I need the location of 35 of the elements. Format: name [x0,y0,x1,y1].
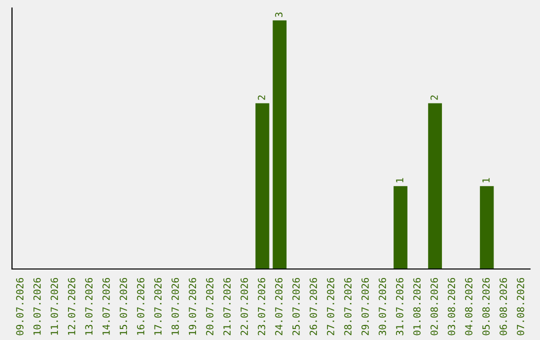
x-tick-label: 09.07.2026 [16,278,24,336]
x-tick-label: 18.07.2026 [172,278,179,335]
x-tick-label: 31.07.2026 [396,278,404,336]
x-tick-label: 02.08.2026 [430,278,438,336]
x-tick-label: 30.07.2026 [378,278,386,336]
x-tick-label: 07.08.2026 [516,278,524,336]
x-tick-label: 10.07.2026 [33,278,41,335]
x-tick-label: 19.07.2026 [188,278,196,335]
x-tick-label: 23.07.2026 [258,278,266,336]
x-tick-label: 04.08.2026 [465,278,472,336]
x-tick-label: 22.07.2026 [240,278,248,336]
x-tick-label: 13.07.2026 [85,278,93,335]
x-tick-label: 05.08.2026 [482,278,490,336]
x-tick-label: 11.07.2026 [50,278,58,335]
x-tick-label: 26.07.2026 [310,278,318,336]
x-tick-label: 12.07.2026 [68,278,76,335]
x-tick-label: 29.07.2026 [361,278,369,336]
x-tick-label: 03.08.2026 [448,278,456,336]
x-tick-label: 27.07.2026 [326,278,334,336]
data-label: 1 [396,178,404,182]
x-tick-label: 15.07.2026 [120,278,128,335]
x-tick-label: 14.07.2026 [102,278,110,335]
x-tick-label: 01.08.2026 [413,278,421,336]
x-tick-label: 21.07.2026 [223,278,231,336]
data-label: 2 [258,95,266,100]
x-tick-label: 16.07.2026 [136,278,144,335]
x-tick-label: 06.08.2026 [500,278,507,336]
data-label: 2 [430,95,438,100]
x-tick-label: 17.07.2026 [154,278,162,335]
x-tick-label: 28.07.2026 [344,278,352,336]
data-label: 1 [482,178,490,182]
x-tick-label: 25.07.2026 [292,278,300,336]
data-label: 3 [275,12,282,17]
x-tick-label: 20.07.2026 [206,278,214,336]
x-tick-label: 24.07.2026 [275,278,282,336]
